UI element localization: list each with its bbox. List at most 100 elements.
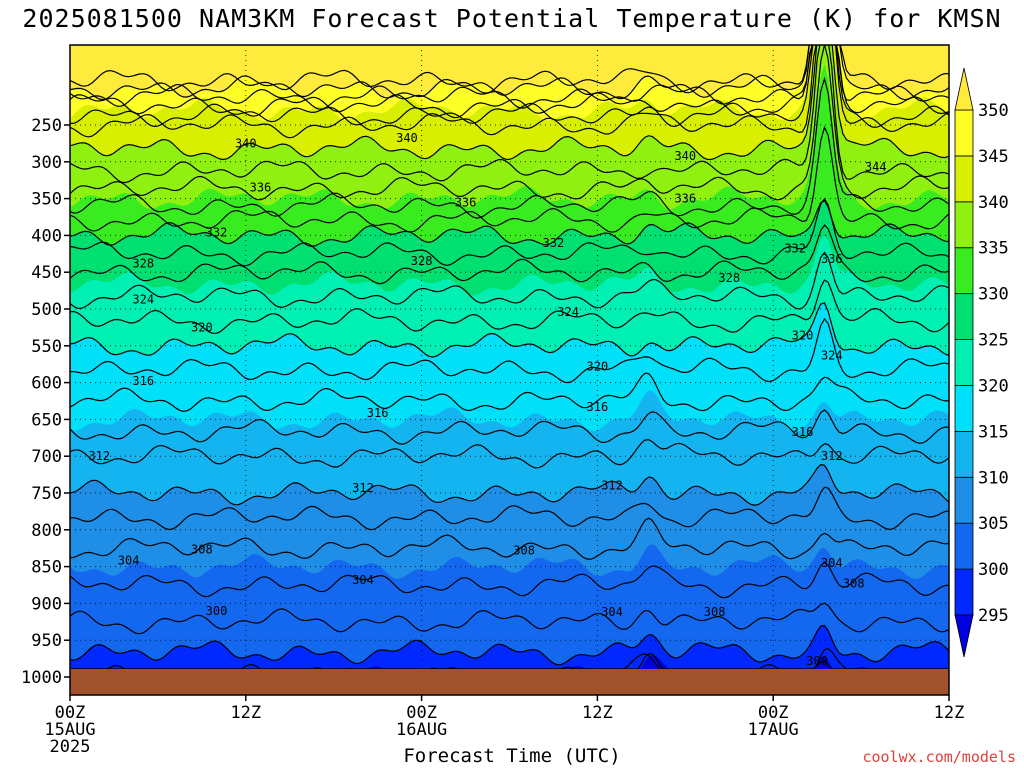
y-tick-label-950: 950	[31, 631, 62, 651]
contour-label-7: 336	[821, 252, 843, 266]
chart-title: 2025081500 NAM3KM Forecast Potential Tem…	[22, 4, 1002, 33]
contour-label-1: 340	[396, 131, 418, 145]
colorbar-seg-345	[954, 109, 974, 157]
y-tick-label-850: 850	[31, 558, 62, 578]
y-tick-label-550: 550	[31, 337, 62, 357]
contour-338	[70, 45, 949, 184]
contour-334	[70, 76, 949, 219]
contour-314	[70, 409, 949, 445]
colorbar-label-295: 295	[978, 606, 1009, 626]
colorbar-label-345: 345	[978, 147, 1009, 167]
contour-label-4: 336	[250, 181, 272, 195]
contour-320	[70, 302, 949, 358]
contour-labels: 340 340 340 344 336 336 336 336 332 332 332 328 328 3…	[88, 131, 886, 668]
colorbar-seg-310	[954, 430, 974, 478]
contour-label-34: 304	[601, 605, 623, 619]
x-tick-label-4-1: 17AUG	[748, 720, 799, 740]
contour-label-37: 300	[806, 654, 828, 668]
x-tick-label-3-0: 12Z	[582, 703, 613, 723]
contour-308	[70, 486, 949, 531]
contour-label-17: 320	[191, 320, 213, 334]
contour-label-0: 340	[235, 136, 257, 150]
x-tick-label-0-2: 2025	[50, 737, 91, 757]
contour-304	[70, 561, 949, 599]
band-295	[70, 654, 949, 669]
contour-label-11: 328	[132, 256, 154, 270]
y-tick-label-600: 600	[31, 374, 62, 394]
contour-label-32: 304	[118, 554, 140, 568]
colorbar-seg-300	[954, 522, 974, 570]
x-tick-label-5-0: 12Z	[934, 703, 965, 723]
contour-348	[70, 45, 949, 110]
contour-label-24: 312	[88, 449, 110, 463]
x-tick-label-0-0: 00Z	[55, 703, 86, 723]
x-tick-label-1-0: 12Z	[230, 703, 261, 723]
colorbar-label-315: 315	[978, 422, 1009, 442]
contour-328	[70, 197, 949, 267]
x-tick-label-4-0: 00Z	[758, 703, 789, 723]
contour-316	[70, 372, 949, 413]
y-tick-label-700: 700	[31, 447, 62, 467]
contour-label-15: 324	[557, 305, 579, 319]
contour-332	[70, 125, 949, 233]
y-tick-label-500: 500	[31, 300, 62, 320]
isentrope-contours	[70, 45, 949, 669]
contour-label-35: 304	[821, 556, 843, 570]
contour-302	[70, 602, 949, 635]
x-tick-label-0-1: 15AUG	[44, 720, 95, 740]
contour-label-31: 308	[843, 577, 865, 591]
contour-336	[70, 45, 949, 201]
colorbar-seg-295	[954, 568, 974, 616]
colorbar-label-340: 340	[978, 193, 1009, 213]
pressure-axis: 250 300 350 400 450 500 550 600 650 700 750 800 850 9…	[21, 116, 70, 688]
y-tick-label-450: 450	[31, 263, 62, 283]
source-credit: coolwx.com/models	[862, 748, 1016, 766]
contour-label-28: 308	[191, 543, 213, 557]
contour-label-33: 304	[352, 573, 374, 587]
contour-300	[70, 624, 949, 666]
theta-color-bands	[70, 45, 949, 669]
contour-342	[70, 45, 949, 139]
colorbar-label-325: 325	[978, 331, 1009, 351]
y-tick-label-400: 400	[31, 226, 62, 246]
colorbar-seg-305	[954, 476, 974, 524]
contour-322	[70, 279, 949, 335]
colorbar-seg-335	[954, 201, 974, 249]
contour-label-23: 316	[792, 425, 814, 439]
x-axis-label: Forecast Time (UTC)	[403, 745, 621, 767]
colorbar-label-300: 300	[978, 560, 1009, 580]
colorbar-seg-315	[954, 385, 974, 432]
contour-344	[70, 45, 949, 129]
contour-350	[70, 45, 949, 101]
colorbar-seg-320	[954, 339, 974, 386]
contour-label-21: 316	[367, 406, 389, 420]
y-tick-label-650: 650	[31, 410, 62, 430]
contour-352	[70, 45, 949, 94]
colorbar-seg-340	[954, 155, 974, 203]
contour-label-16: 324	[821, 348, 843, 362]
contour-label-26: 312	[601, 479, 623, 493]
y-tick-label-250: 250	[31, 116, 62, 136]
y-tick-label-900: 900	[31, 594, 62, 614]
y-tick-label-1000: 1000	[21, 668, 62, 688]
contour-310	[70, 464, 949, 506]
contour-label-12: 328	[411, 254, 433, 268]
y-tick-label-750: 750	[31, 484, 62, 504]
contour-label-29: 308	[513, 543, 535, 557]
contour-label-8: 332	[206, 225, 228, 239]
contour-324	[70, 251, 949, 310]
colorbar-seg-330	[954, 247, 974, 295]
band-305	[70, 544, 949, 669]
contour-label-2: 340	[674, 149, 696, 163]
colorbar-arrow-low	[954, 614, 974, 658]
band-300	[70, 625, 949, 669]
colorbar-label-305: 305	[978, 514, 1009, 534]
contour-label-22: 316	[587, 400, 609, 414]
contour-340	[70, 45, 949, 161]
colorbar-label-320: 320	[978, 376, 1009, 396]
colorbar-label-310: 310	[978, 468, 1009, 488]
colorbar-label-335: 335	[978, 239, 1009, 259]
contour-label-5: 336	[455, 195, 477, 209]
colorbar: 295 300 305 310 315 320 325 330 335 340 345 350	[954, 67, 1009, 658]
